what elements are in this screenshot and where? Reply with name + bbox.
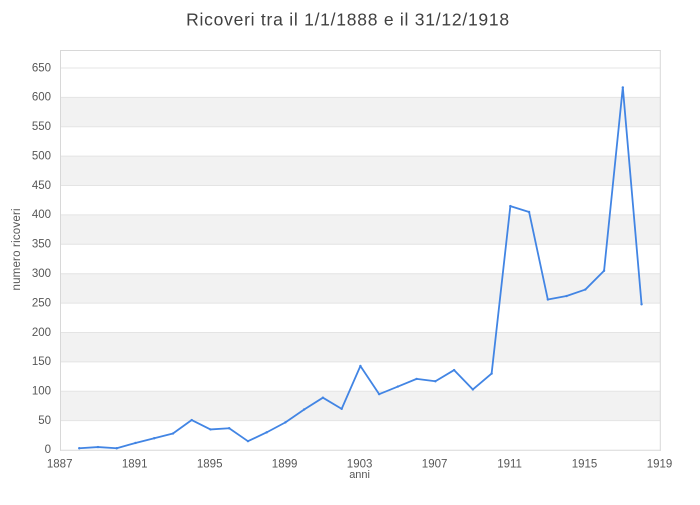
svg-text:400: 400 bbox=[32, 209, 51, 221]
svg-text:1919: 1919 bbox=[647, 459, 673, 471]
svg-text:1903: 1903 bbox=[347, 459, 373, 471]
svg-text:650: 650 bbox=[32, 62, 51, 74]
svg-text:500: 500 bbox=[32, 151, 51, 163]
svg-text:1911: 1911 bbox=[497, 459, 522, 471]
svg-text:anni: anni bbox=[349, 469, 370, 481]
svg-text:100: 100 bbox=[32, 386, 51, 398]
svg-text:300: 300 bbox=[32, 268, 51, 280]
svg-text:1895: 1895 bbox=[197, 459, 223, 471]
svg-text:150: 150 bbox=[32, 356, 51, 368]
svg-text:1887: 1887 bbox=[47, 459, 73, 471]
svg-text:350: 350 bbox=[32, 239, 51, 251]
svg-text:0: 0 bbox=[45, 444, 51, 456]
svg-text:450: 450 bbox=[32, 180, 51, 192]
svg-text:50: 50 bbox=[38, 415, 51, 427]
svg-text:Ricoveri tra il 1/1/1888 e il: Ricoveri tra il 1/1/1888 e il 31/12/1918 bbox=[186, 10, 510, 30]
svg-text:1907: 1907 bbox=[422, 459, 448, 471]
svg-text:200: 200 bbox=[32, 327, 51, 339]
svg-text:1899: 1899 bbox=[272, 459, 298, 471]
svg-text:250: 250 bbox=[32, 297, 51, 309]
svg-text:550: 550 bbox=[32, 121, 51, 133]
svg-text:1891: 1891 bbox=[122, 459, 148, 471]
svg-text:600: 600 bbox=[32, 92, 51, 104]
svg-text:1915: 1915 bbox=[572, 459, 598, 471]
svg-text:numero ricoveri: numero ricoveri bbox=[11, 208, 23, 290]
